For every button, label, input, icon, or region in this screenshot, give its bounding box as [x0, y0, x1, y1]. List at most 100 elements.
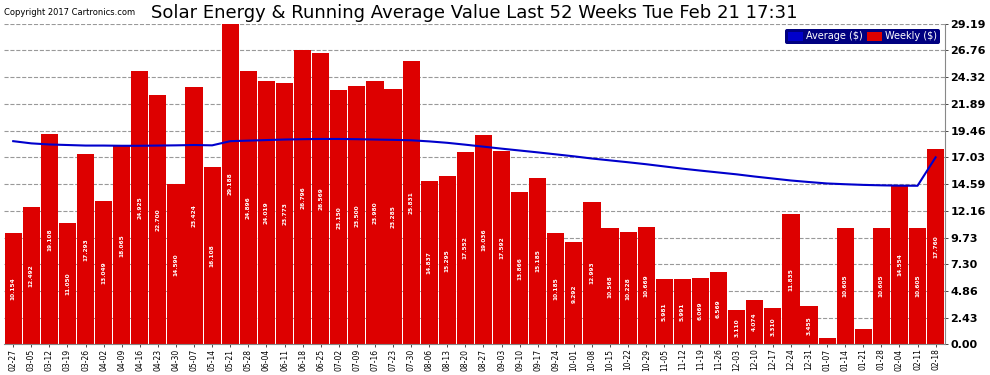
Text: 10.185: 10.185: [553, 277, 558, 300]
Text: 14.590: 14.590: [173, 253, 178, 276]
Text: Copyright 2017 Cartronics.com: Copyright 2017 Cartronics.com: [4, 8, 136, 17]
Text: 6.569: 6.569: [716, 299, 721, 318]
Text: 24.896: 24.896: [246, 196, 250, 219]
Bar: [565, 242, 582, 344]
Bar: [113, 146, 131, 344]
Bar: [819, 338, 836, 344]
Text: 23.980: 23.980: [372, 201, 377, 224]
Bar: [348, 86, 365, 344]
Text: 23.773: 23.773: [282, 202, 287, 225]
Text: 10.605: 10.605: [842, 275, 847, 297]
Text: 9.292: 9.292: [571, 284, 576, 303]
Text: 4.074: 4.074: [752, 313, 757, 332]
Text: 11.050: 11.050: [65, 272, 70, 295]
Bar: [583, 202, 601, 344]
Text: 11.835: 11.835: [788, 268, 793, 291]
Text: 17.760: 17.760: [934, 236, 939, 258]
Text: 3.310: 3.310: [770, 317, 775, 336]
Text: 10.605: 10.605: [915, 275, 920, 297]
Text: 10.605: 10.605: [879, 275, 884, 297]
Bar: [421, 182, 438, 344]
Text: 17.552: 17.552: [463, 237, 468, 260]
Bar: [41, 135, 58, 344]
Bar: [800, 306, 818, 344]
Bar: [511, 192, 529, 344]
Bar: [674, 279, 691, 344]
Text: 10.669: 10.669: [644, 274, 648, 297]
Text: 13.049: 13.049: [101, 261, 106, 284]
Text: 3.455: 3.455: [807, 316, 812, 335]
Bar: [837, 228, 853, 344]
Bar: [167, 184, 184, 344]
Bar: [5, 233, 22, 344]
Bar: [728, 310, 745, 344]
Text: 18.065: 18.065: [119, 234, 124, 256]
Text: 23.424: 23.424: [192, 204, 197, 227]
Bar: [655, 279, 673, 344]
Text: 22.700: 22.700: [155, 209, 160, 231]
Text: 15.295: 15.295: [445, 249, 449, 272]
Bar: [77, 154, 94, 344]
Text: 5.991: 5.991: [680, 302, 685, 321]
Text: 26.796: 26.796: [300, 186, 305, 209]
Text: 25.831: 25.831: [409, 191, 414, 214]
Bar: [493, 151, 510, 344]
Bar: [240, 71, 257, 344]
Bar: [547, 232, 564, 344]
Text: 6.069: 6.069: [698, 302, 703, 320]
Bar: [475, 135, 492, 344]
Bar: [782, 214, 800, 344]
Text: 15.185: 15.185: [536, 250, 541, 273]
Legend: Average ($), Weekly ($): Average ($), Weekly ($): [785, 28, 940, 44]
Bar: [276, 83, 293, 344]
Bar: [854, 329, 872, 344]
Bar: [692, 278, 709, 344]
Bar: [384, 88, 402, 344]
Text: 23.150: 23.150: [337, 206, 342, 229]
Text: 12.492: 12.492: [29, 264, 34, 287]
Text: 17.592: 17.592: [499, 236, 504, 259]
Text: 3.110: 3.110: [735, 318, 740, 337]
Text: 12.993: 12.993: [589, 262, 594, 284]
Text: 26.569: 26.569: [318, 187, 323, 210]
Bar: [891, 184, 908, 344]
Bar: [746, 300, 763, 344]
Text: 10.154: 10.154: [11, 277, 16, 300]
Title: Solar Energy & Running Average Value Last 52 Weeks Tue Feb 21 17:31: Solar Energy & Running Average Value Las…: [151, 4, 798, 22]
Bar: [456, 152, 474, 344]
Bar: [149, 95, 166, 344]
Bar: [257, 81, 275, 344]
Text: 23.500: 23.500: [354, 204, 359, 226]
Bar: [439, 176, 455, 344]
Bar: [185, 87, 203, 344]
Text: 23.285: 23.285: [390, 205, 396, 228]
Bar: [638, 227, 654, 344]
Bar: [909, 228, 926, 344]
Text: 14.554: 14.554: [897, 253, 902, 276]
Bar: [403, 61, 420, 344]
Text: 19.108: 19.108: [47, 228, 51, 251]
Bar: [331, 90, 347, 344]
Bar: [366, 81, 383, 344]
Bar: [132, 70, 148, 344]
Bar: [764, 308, 781, 344]
Bar: [294, 50, 311, 344]
Text: 29.188: 29.188: [228, 173, 233, 195]
Text: 24.925: 24.925: [138, 196, 143, 219]
Text: 14.837: 14.837: [427, 252, 432, 274]
Bar: [23, 207, 40, 344]
Bar: [222, 24, 239, 344]
Bar: [710, 272, 728, 344]
Text: 17.293: 17.293: [83, 238, 88, 261]
Bar: [620, 232, 637, 344]
Text: 24.019: 24.019: [264, 201, 269, 224]
Text: 16.108: 16.108: [210, 244, 215, 267]
Bar: [602, 228, 619, 344]
Bar: [312, 53, 330, 344]
Bar: [204, 168, 221, 344]
Bar: [529, 178, 546, 344]
Text: 10.228: 10.228: [626, 277, 631, 300]
Text: 5.981: 5.981: [662, 302, 667, 321]
Text: 13.866: 13.866: [517, 257, 522, 280]
Bar: [927, 149, 944, 344]
